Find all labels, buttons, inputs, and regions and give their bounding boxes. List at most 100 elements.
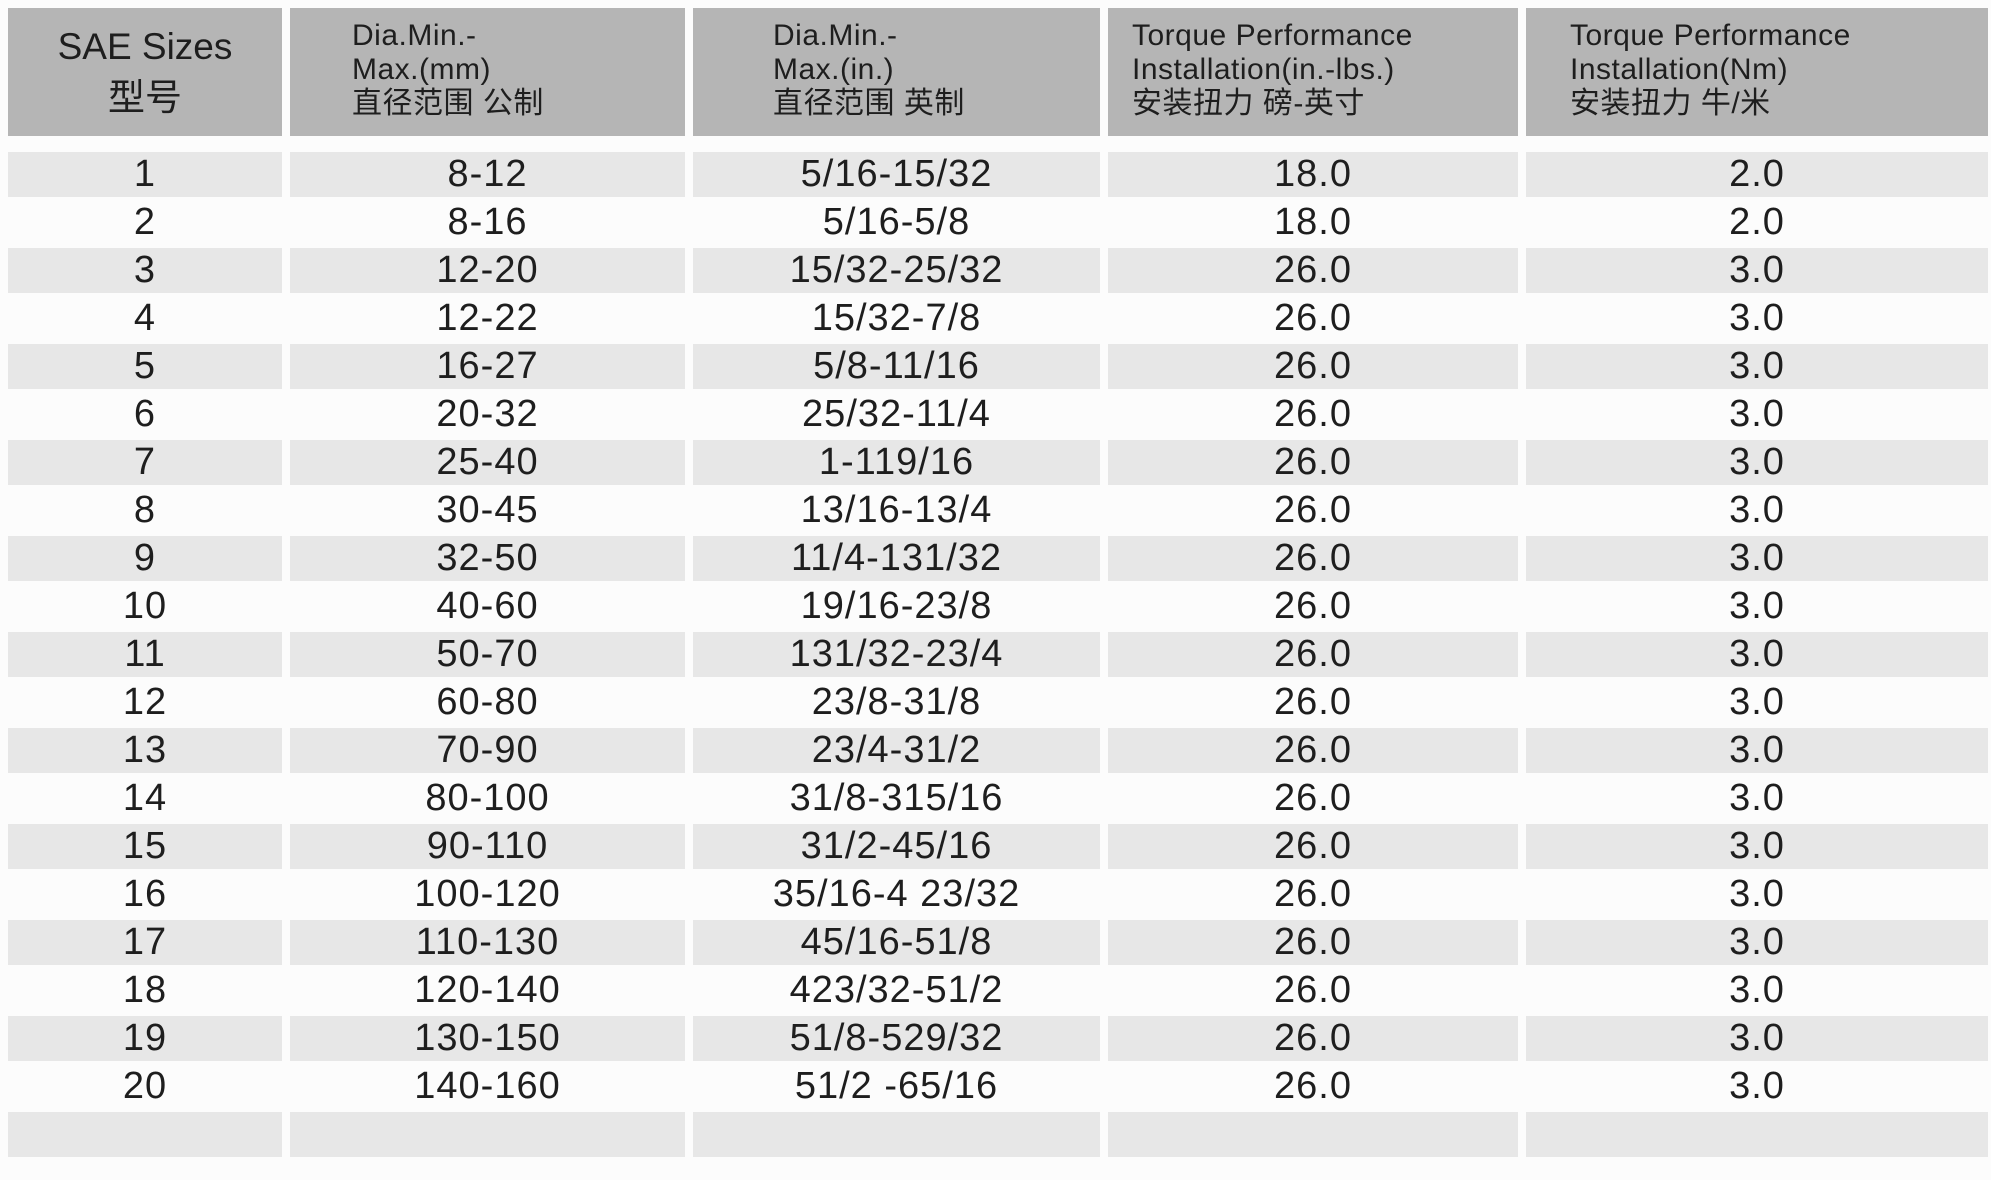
table-cell: 3.0	[1526, 728, 1988, 773]
table-cell: 3.0	[1729, 489, 1785, 531]
table-cell: 13/16-13/4	[800, 489, 993, 531]
header-line: Dia.Min.-	[352, 19, 477, 52]
table-cell: 20-32	[436, 393, 539, 435]
table-cell: 18.0	[1108, 152, 1518, 197]
table-row: 19 130-150 51/8-529/32 26.0 3.0	[8, 1016, 1988, 1061]
table-row: 1 8-12 5/16-15/32 18.0 2.0	[8, 152, 1988, 197]
table-cell: 4	[133, 297, 157, 339]
table-cell: 6	[133, 393, 157, 435]
table-cell: 11/4-131/32	[693, 536, 1100, 581]
header-line: SAE Sizes	[57, 26, 233, 67]
table-cell: 2	[133, 201, 157, 243]
table-cell: 3.0	[1729, 297, 1785, 339]
header-line: Installation(in.-lbs.)	[1132, 53, 1395, 86]
table-cell: 31/8-315/16	[789, 777, 1004, 819]
table-row-partial	[8, 1112, 1988, 1157]
header-line: Torque Performance	[1570, 19, 1851, 52]
table-cell: 3.0	[1729, 393, 1785, 435]
table-cell	[290, 1112, 685, 1157]
table-cell: 15/32-25/32	[693, 248, 1100, 293]
header-line: 直径范围 公制	[352, 87, 544, 120]
table-cell: 3.0	[1729, 969, 1785, 1011]
table-row: 16 100-120 35/16-4 23/32 26.0 3.0	[8, 872, 1988, 917]
table-row: 5 16-27 5/8-11/16 26.0 3.0	[8, 344, 1988, 389]
header-line: Dia.Min.-	[773, 19, 898, 52]
table-row: 12 60-80 23/8-31/8 26.0 3.0	[8, 680, 1988, 725]
table-cell: 8-16	[447, 201, 528, 243]
table-row: 13 70-90 23/4-31/2 26.0 3.0	[8, 728, 1988, 773]
table-cell: 5	[8, 344, 282, 389]
table-cell: 14	[122, 777, 168, 819]
table-cell: 3.0	[1729, 1065, 1785, 1107]
table-cell: 26.0	[1274, 681, 1352, 723]
table-header: SAE Sizes 型号 Dia.Min.- Max.(mm) 直径范围 公制 …	[8, 8, 1988, 136]
table-row: 10 40-60 19/16-23/8 26.0 3.0	[8, 584, 1988, 629]
table-cell: 51/8-529/32	[693, 1016, 1100, 1061]
table-cell: 19/16-23/8	[800, 585, 993, 627]
table-cell: 15	[8, 824, 282, 869]
table-cell: 40-60	[436, 585, 539, 627]
table-cell: 3	[8, 248, 282, 293]
header-line: Max.(mm)	[352, 53, 491, 86]
table-cell: 26.0	[1274, 1065, 1352, 1107]
table-cell: 12	[122, 681, 168, 723]
table-cell: 3.0	[1729, 681, 1785, 723]
table-row: 2 8-16 5/16-5/8 18.0 2.0	[8, 200, 1988, 245]
table-cell: 3.0	[1526, 536, 1988, 581]
table-cell: 15/32-7/8	[811, 297, 982, 339]
table-cell: 16-27	[290, 344, 685, 389]
column-header-torque-nm: Torque Performance Installation(Nm) 安装扭力…	[1526, 8, 1988, 136]
header-line: Torque Performance	[1132, 19, 1413, 52]
table-cell: 131/32-23/4	[693, 632, 1100, 677]
table-row: 3 12-20 15/32-25/32 26.0 3.0	[8, 248, 1988, 293]
table-row: 15 90-110 31/2-45/16 26.0 3.0	[8, 824, 1988, 869]
table-cell: 3.0	[1526, 632, 1988, 677]
table-cell: 12-22	[436, 297, 539, 339]
table-cell: 2.0	[1729, 201, 1785, 243]
header-line: Installation(Nm)	[1570, 53, 1789, 86]
table-cell: 3.0	[1526, 440, 1988, 485]
table-cell: 26.0	[1274, 777, 1352, 819]
table-row: 18 120-140 423/32-51/2 26.0 3.0	[8, 968, 1988, 1013]
table-cell: 26.0	[1274, 585, 1352, 627]
column-header-torque-inlbs: Torque Performance Installation(in.-lbs.…	[1108, 8, 1518, 136]
table-cell: 26.0	[1274, 297, 1352, 339]
table-cell: 18.0	[1274, 201, 1352, 243]
table-body: 1 8-12 5/16-15/32 18.0 2.0 2 8-16 5/16-5/8 18.0 2…	[8, 152, 1988, 1109]
table-cell: 3.0	[1526, 344, 1988, 389]
table-cell: 26.0	[1108, 440, 1518, 485]
table-cell: 23/8-31/8	[811, 681, 982, 723]
table-cell: 13	[8, 728, 282, 773]
table-cell: 26.0	[1274, 873, 1352, 915]
table-cell: 51/2 -65/16	[794, 1065, 999, 1107]
table-cell: 1-119/16	[693, 440, 1100, 485]
table-cell: 26.0	[1108, 824, 1518, 869]
table-row: 14 80-100 31/8-315/16 26.0 3.0	[8, 776, 1988, 821]
table-cell: 140-160	[414, 1065, 561, 1107]
table-cell	[693, 1112, 1100, 1157]
table-cell: 2.0	[1526, 152, 1988, 197]
table-cell: 30-45	[436, 489, 539, 531]
table-row: 11 50-70 131/32-23/4 26.0 3.0	[8, 632, 1988, 677]
table-cell: 1	[8, 152, 282, 197]
table-cell: 3.0	[1526, 248, 1988, 293]
table-cell: 8-12	[290, 152, 685, 197]
column-header-sae-sizes: SAE Sizes 型号	[8, 8, 282, 136]
table-cell: 45/16-51/8	[693, 920, 1100, 965]
table-cell: 11	[8, 632, 282, 677]
table-cell: 5/16-15/32	[693, 152, 1100, 197]
table-cell: 35/16-4 23/32	[772, 873, 1021, 915]
table-cell: 26.0	[1108, 344, 1518, 389]
table-cell: 7	[8, 440, 282, 485]
table-cell: 3.0	[1729, 873, 1785, 915]
sae-torque-spec-table: SAE Sizes 型号 Dia.Min.- Max.(mm) 直径范围 公制 …	[8, 8, 1988, 1160]
table-cell: 26.0	[1108, 632, 1518, 677]
table-cell: 10	[122, 585, 168, 627]
table-cell: 80-100	[425, 777, 550, 819]
table-cell: 423/32-51/2	[789, 969, 1004, 1011]
table-cell	[1526, 1112, 1988, 1157]
table-cell: 26.0	[1108, 536, 1518, 581]
table-cell: 90-110	[290, 824, 685, 869]
column-header-dia-in: Dia.Min.- Max.(in.) 直径范围 英制	[693, 8, 1100, 136]
table-cell: 5/8-11/16	[693, 344, 1100, 389]
